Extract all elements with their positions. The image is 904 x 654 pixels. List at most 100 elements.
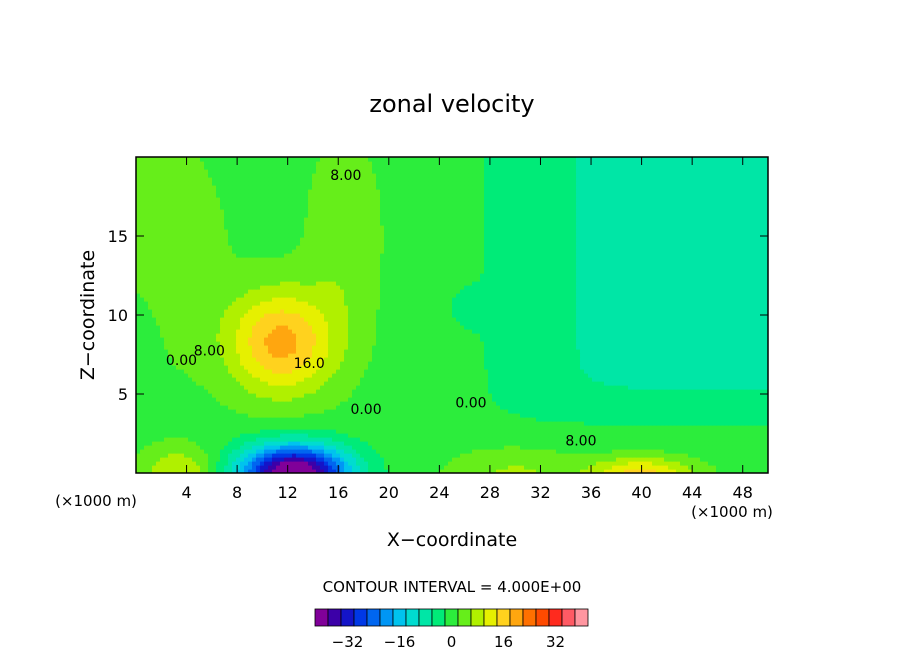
field-cell <box>356 345 361 350</box>
field-cell <box>596 365 601 370</box>
field-cell <box>648 433 653 438</box>
field-cell <box>456 349 461 354</box>
field-cell <box>412 465 417 470</box>
field-cell <box>724 445 729 450</box>
field-cell <box>384 365 389 370</box>
field-cell <box>728 421 733 426</box>
field-cell <box>764 437 768 442</box>
field-cell <box>212 377 217 382</box>
field-cell <box>636 457 641 462</box>
field-cell <box>568 397 573 402</box>
field-cell <box>672 441 677 446</box>
field-cell <box>216 373 221 378</box>
field-cell <box>664 393 669 398</box>
field-cell <box>640 429 645 434</box>
field-cell <box>592 421 597 426</box>
field-cell <box>708 465 713 470</box>
field-cell <box>732 461 737 466</box>
field-cell <box>680 413 685 418</box>
field-cell <box>520 425 525 430</box>
field-cell <box>668 453 673 458</box>
field-cell <box>644 433 649 438</box>
field-cell <box>304 381 309 386</box>
field-cell <box>552 365 557 370</box>
field-cell <box>352 369 357 374</box>
field-cell <box>232 417 237 422</box>
field-cell <box>356 397 361 402</box>
field-cell <box>164 417 169 422</box>
field-cell <box>328 377 333 382</box>
field-cell <box>392 357 397 362</box>
field-cell <box>184 389 189 394</box>
field-cell <box>736 433 741 438</box>
field-cell <box>344 445 349 450</box>
field-cell <box>176 465 181 470</box>
field-cell <box>460 469 465 473</box>
field-cell <box>244 425 249 430</box>
field-cell <box>440 365 445 370</box>
field-cell <box>188 349 193 354</box>
field-cell <box>464 377 469 382</box>
field-cell <box>204 345 209 350</box>
field-cell <box>408 353 413 358</box>
field-cell <box>560 457 565 462</box>
field-cell <box>184 421 189 426</box>
field-cell <box>328 365 333 370</box>
field-cell <box>136 353 141 358</box>
field-cell <box>160 405 165 410</box>
field-cell <box>440 449 445 454</box>
field-cell <box>608 349 613 354</box>
field-cell <box>412 373 417 378</box>
field-cell <box>684 377 689 382</box>
field-cell <box>448 417 453 422</box>
field-cell <box>204 441 209 446</box>
field-cell <box>704 369 709 374</box>
field-cell <box>396 465 401 470</box>
field-cell <box>256 453 261 458</box>
field-cell <box>424 453 429 458</box>
field-cell <box>716 361 721 366</box>
field-cell <box>392 365 397 370</box>
field-cell <box>708 389 713 394</box>
field-cell <box>172 361 177 366</box>
field-cell <box>520 389 525 394</box>
field-cell <box>292 405 297 410</box>
field-cell <box>260 433 265 438</box>
field-cell <box>688 369 693 374</box>
field-cell <box>320 425 325 430</box>
field-cell <box>232 393 237 398</box>
field-cell <box>544 377 549 382</box>
field-cell <box>304 373 309 378</box>
field-cell <box>756 449 761 454</box>
field-cell <box>628 433 633 438</box>
field-cell <box>252 457 257 462</box>
field-cell <box>520 421 525 426</box>
field-cell <box>736 381 741 386</box>
field-cell <box>256 345 261 350</box>
field-cell <box>264 437 269 442</box>
field-cell <box>180 413 185 418</box>
field-cell <box>520 393 525 398</box>
field-cell <box>320 361 325 366</box>
field-cell <box>164 389 169 394</box>
field-cell <box>636 409 641 414</box>
field-cell <box>212 413 217 418</box>
field-cell <box>372 357 377 362</box>
field-cell <box>644 409 649 414</box>
field-cell <box>248 457 253 462</box>
field-cell <box>252 469 257 473</box>
field-cell <box>556 445 561 450</box>
field-cell <box>640 361 645 366</box>
field-cell <box>244 389 249 394</box>
field-cell <box>520 345 525 350</box>
field-cell <box>580 425 585 430</box>
field-cell <box>460 389 465 394</box>
field-cell <box>268 377 273 382</box>
field-cell <box>720 465 725 470</box>
field-cell <box>320 433 325 438</box>
field-cell <box>576 449 581 454</box>
field-cell <box>424 357 429 362</box>
field-cell <box>284 437 289 442</box>
field-cell <box>544 445 549 450</box>
field-cell <box>576 433 581 438</box>
